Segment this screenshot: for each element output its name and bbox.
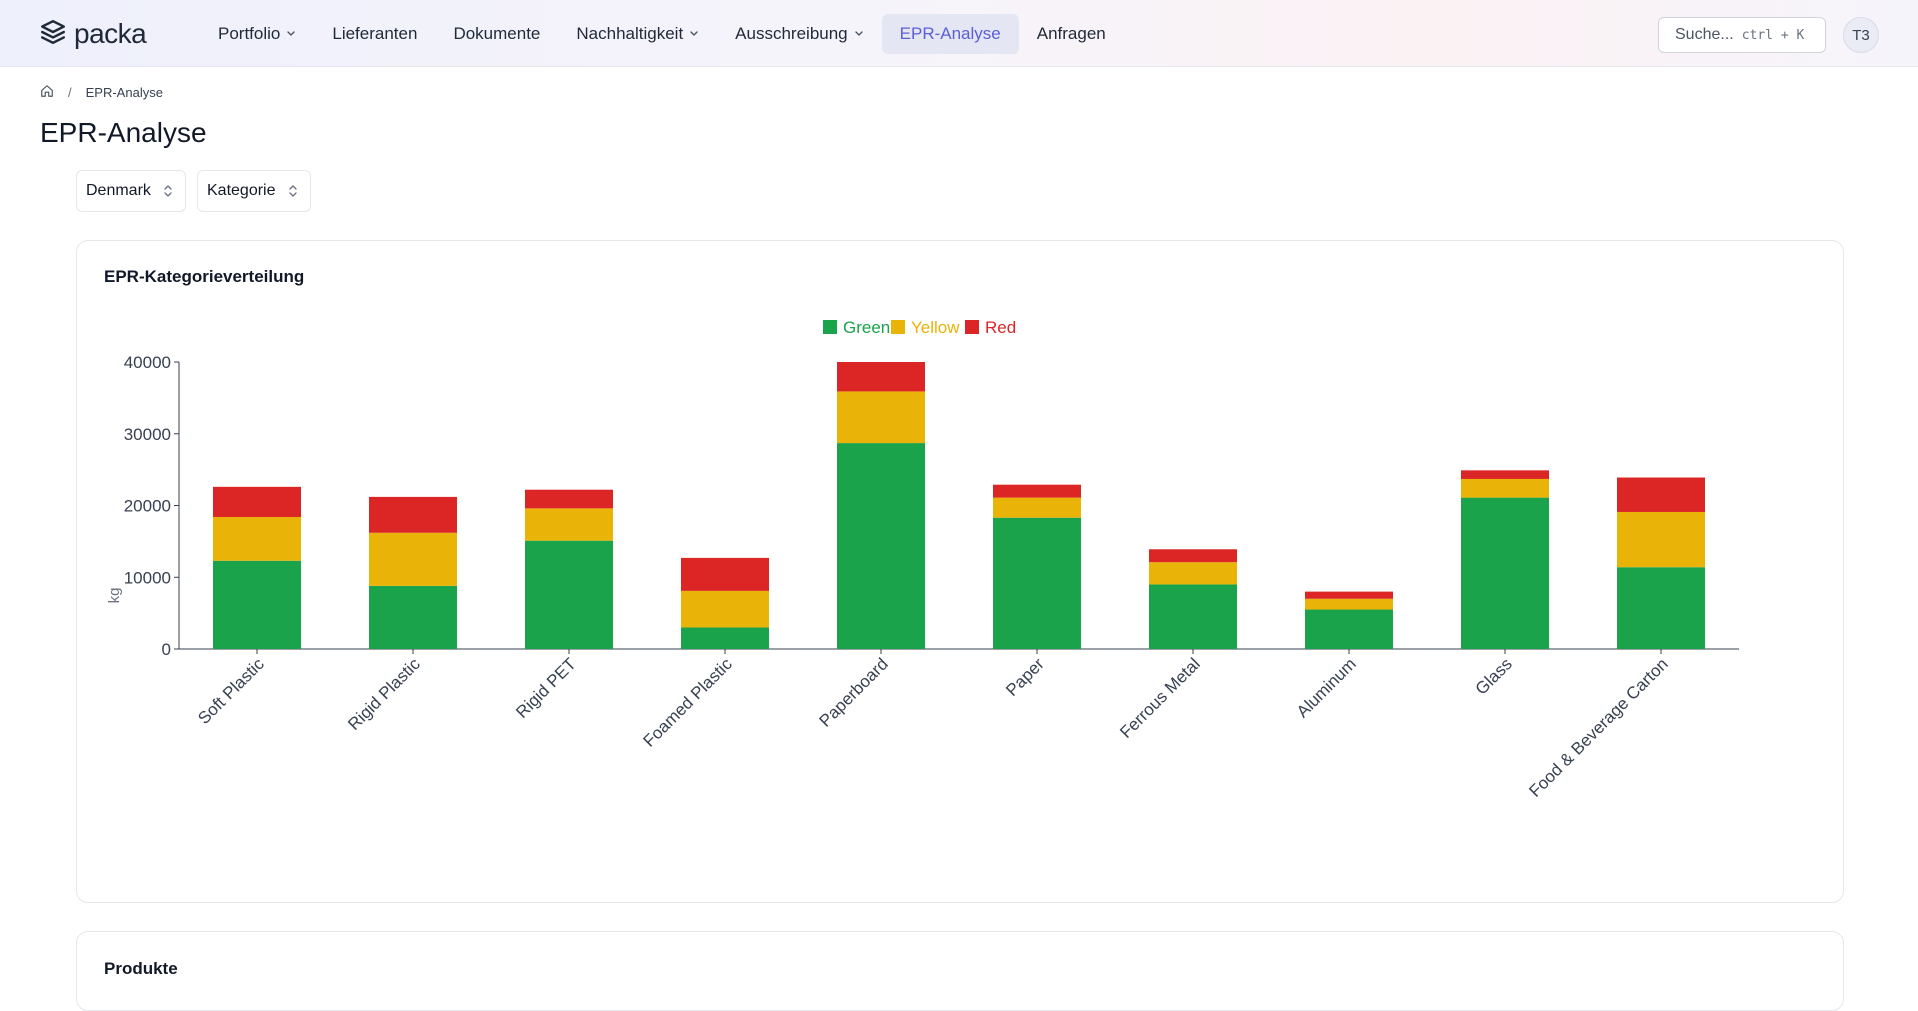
nav-item-dokumente[interactable]: Dokumente bbox=[435, 14, 558, 54]
bar-segment-green bbox=[369, 585, 457, 649]
category-select-value: Kategorie bbox=[207, 182, 276, 199]
home-icon[interactable] bbox=[40, 84, 54, 101]
legend-label-green: Green bbox=[843, 318, 890, 337]
bar-segment-yellow bbox=[1461, 478, 1549, 498]
x-tick-label: Rigid Plastic bbox=[344, 654, 424, 734]
main-nav: Portfolio Lieferanten Dokumente Nachhaltigk… bbox=[200, 14, 1124, 54]
y-tick-label: 10000 bbox=[124, 568, 171, 587]
products-card: Produkte bbox=[76, 931, 1844, 1011]
y-tick-label: 30000 bbox=[124, 425, 171, 444]
nav-item-ausschreibung[interactable]: Ausschreibung bbox=[717, 14, 881, 54]
bar-segment-red bbox=[681, 557, 769, 591]
bar-segment-green bbox=[525, 540, 613, 649]
page-title: EPR-Analyse bbox=[40, 117, 207, 148]
nav-item-label: Lieferanten bbox=[332, 24, 418, 43]
bar-segment-green bbox=[681, 627, 769, 649]
bar-segment-red bbox=[369, 496, 457, 533]
nav-item-label: Nachhaltigkeit bbox=[576, 24, 684, 43]
x-tick-label: Food & Beverage Carton bbox=[1525, 654, 1671, 800]
bar-segment-green bbox=[993, 517, 1081, 649]
category-select[interactable]: Kategorie bbox=[197, 170, 311, 212]
breadcrumb-current: EPR-Analyse bbox=[85, 85, 163, 100]
chevron-down-icon bbox=[689, 27, 699, 41]
bar-segment-green bbox=[837, 443, 925, 649]
x-tick-label: Foamed Plastic bbox=[640, 654, 737, 751]
x-tick-label: Glass bbox=[1472, 654, 1516, 698]
bar-segment-yellow bbox=[369, 532, 457, 586]
bar-segment-yellow bbox=[837, 391, 925, 444]
country-select[interactable]: Denmark bbox=[76, 170, 186, 212]
bar-segment-red bbox=[525, 489, 613, 509]
legend-label-yellow: Yellow bbox=[911, 318, 960, 337]
chevron-down-icon bbox=[286, 27, 296, 41]
chevron-up-down-icon bbox=[288, 184, 298, 198]
chevron-up-down-icon bbox=[163, 184, 173, 198]
y-tick-label: 0 bbox=[162, 640, 171, 659]
epr-stacked-bar-chart: 0 10000 20000 30000 40000 kg Soft Plastic Rigid… bbox=[106, 318, 1739, 801]
nav-item-nachhaltigkeit[interactable]: Nachhaltigkeit bbox=[558, 14, 717, 54]
bar-segment-green bbox=[1305, 609, 1393, 649]
chevron-down-icon bbox=[854, 27, 864, 41]
bar-segment-red bbox=[837, 362, 925, 392]
nav-item-label: Ausschreibung bbox=[735, 24, 848, 43]
bar-segment-green bbox=[1461, 497, 1549, 649]
bar-segment-yellow bbox=[681, 590, 769, 628]
country-select-value: Denmark bbox=[86, 182, 151, 199]
nav-item-epr-analyse[interactable]: EPR-Analyse bbox=[881, 14, 1019, 54]
bar-segment-yellow bbox=[1149, 562, 1237, 585]
search-input[interactable]: Suche... ctrl + K bbox=[1658, 17, 1826, 53]
bar-segment-yellow bbox=[213, 516, 301, 561]
breadcrumb: / EPR-Analyse bbox=[40, 84, 163, 101]
legend-swatch-yellow bbox=[891, 320, 905, 334]
legend-swatch-red bbox=[965, 320, 979, 334]
x-tick-label: Paperboard bbox=[816, 654, 892, 730]
y-tick-label: 40000 bbox=[124, 353, 171, 372]
nav-item-lieferanten[interactable]: Lieferanten bbox=[314, 14, 435, 54]
user-avatar[interactable]: T3 bbox=[1843, 17, 1879, 53]
breadcrumb-separator: / bbox=[68, 85, 72, 100]
bar-segment-red bbox=[213, 486, 301, 517]
bar-segment-green bbox=[1149, 584, 1237, 649]
nav-item-anfragen[interactable]: Anfragen bbox=[1019, 14, 1124, 54]
bar-segment-red bbox=[1617, 477, 1705, 512]
bar-segment-yellow bbox=[1305, 598, 1393, 610]
brand-logo[interactable]: packa bbox=[40, 18, 147, 50]
bar-segment-green bbox=[1617, 567, 1705, 649]
bar-segment-red bbox=[1305, 591, 1393, 599]
nav-item-label: EPR-Analyse bbox=[899, 24, 1001, 43]
nav-item-label: Portfolio bbox=[218, 24, 281, 43]
legend-label-red: Red bbox=[985, 318, 1016, 337]
packa-logo-icon bbox=[40, 19, 66, 50]
x-tick-label: Rigid PET bbox=[512, 654, 580, 722]
bar-segment-yellow bbox=[1617, 511, 1705, 568]
bar-segment-yellow bbox=[525, 508, 613, 541]
brand-name: packa bbox=[74, 18, 147, 49]
bar-segment-red bbox=[1461, 470, 1549, 479]
bar-segment-red bbox=[993, 484, 1081, 498]
nav-item-portfolio[interactable]: Portfolio bbox=[200, 14, 314, 54]
legend-swatch-green bbox=[823, 320, 837, 334]
x-tick-label: Soft Plastic bbox=[194, 654, 268, 728]
x-tick-label: Ferrous Metal bbox=[1116, 654, 1204, 742]
y-tick-label: 20000 bbox=[124, 497, 171, 516]
products-card-title: Produkte bbox=[104, 959, 178, 978]
search-placeholder: Suche... bbox=[1675, 26, 1734, 43]
chart-card-title: EPR-Kategorieverteilung bbox=[104, 267, 305, 286]
chart-card: EPR-Kategorieverteilung 0 10000 20000 30000… bbox=[76, 240, 1844, 903]
search-shortcut: ctrl + K bbox=[1741, 27, 1805, 43]
nav-item-label: Dokumente bbox=[453, 24, 541, 43]
y-axis-label: kg bbox=[106, 588, 123, 604]
x-tick-label: Aluminum bbox=[1293, 654, 1360, 721]
nav-item-label: Anfragen bbox=[1036, 24, 1106, 43]
bar-segment-green bbox=[213, 560, 301, 649]
bar-segment-red bbox=[1149, 549, 1237, 563]
bar-segment-yellow bbox=[993, 497, 1081, 518]
x-tick-label: Paper bbox=[1002, 654, 1048, 700]
top-navigation-bar: packa Portfolio Lieferanten Dokumente Nachh… bbox=[0, 0, 1918, 67]
